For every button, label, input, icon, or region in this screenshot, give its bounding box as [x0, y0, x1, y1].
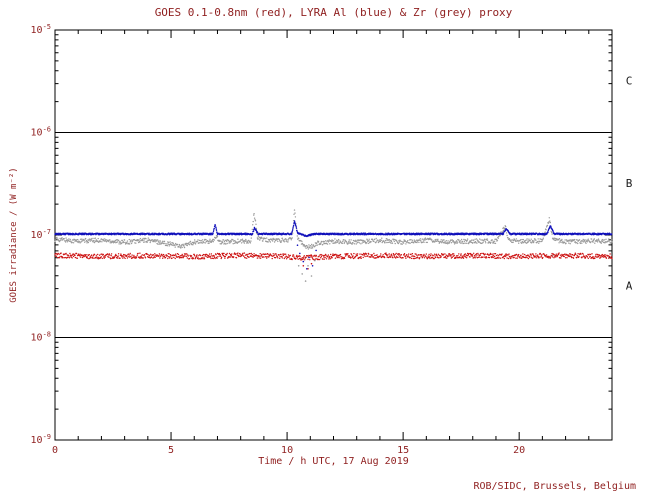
x-tick-label: 0: [52, 445, 58, 456]
y-tick-label: 10-9: [31, 433, 51, 446]
chart-title: GOES 0.1-0.8nm (red), LYRA Al (blue) & Z…: [154, 6, 513, 19]
series-lyra-al-blue: [54, 220, 613, 270]
x-tick-label: 15: [397, 445, 409, 456]
y-tick-label: 10-7: [31, 228, 51, 241]
y-axis-label: GOES irradiance / (W m⁻²): [9, 167, 19, 303]
series-lyra-zr-grey: [54, 209, 613, 282]
y-tick-label: 10-6: [31, 126, 51, 139]
credit-text: ROB/SIDC, Brussels, Belgium: [473, 481, 636, 492]
flare-class-label: A: [626, 279, 633, 292]
x-tick-label: 10: [281, 445, 293, 456]
y-tick-label: 10-8: [31, 331, 51, 344]
series-goes-red: [54, 252, 613, 270]
x-tick-label: 5: [168, 445, 174, 456]
flare-class-label: B: [626, 177, 633, 190]
y-tick-label: 10-5: [31, 23, 51, 36]
x-tick-label: 20: [513, 445, 525, 456]
x-axis-label: Time / h UTC, 17 Aug 2019: [258, 456, 409, 467]
flare-class-label: C: [626, 74, 633, 87]
